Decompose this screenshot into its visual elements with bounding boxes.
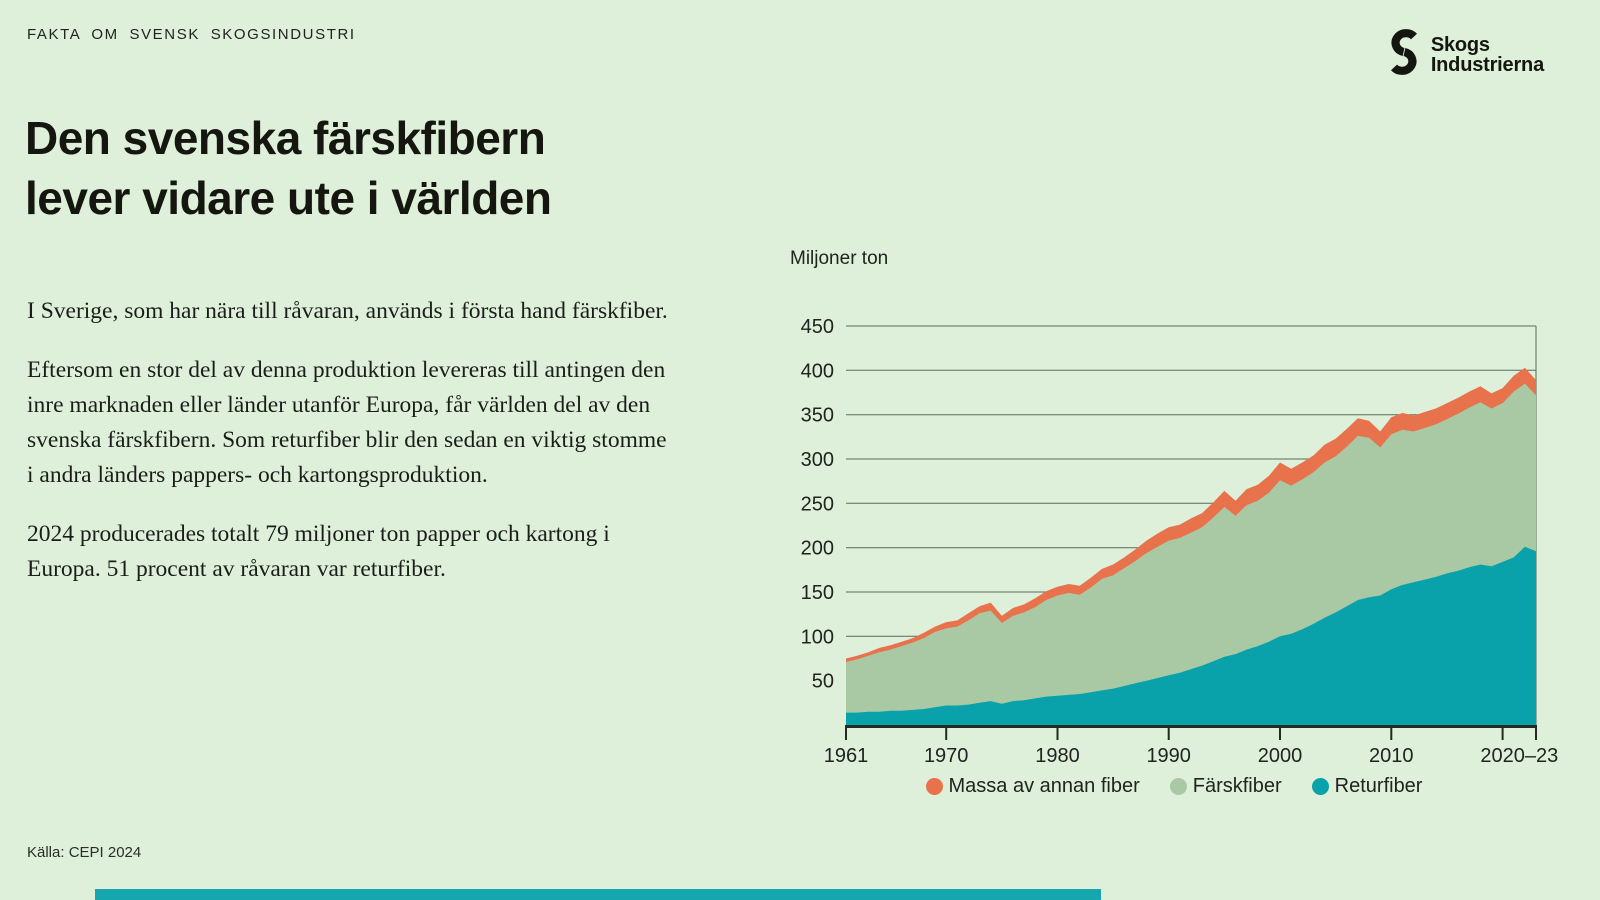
svg-text:300: 300 (801, 449, 834, 471)
chart-unit-label: Miljoner ton (790, 248, 889, 269)
svg-text:150: 150 (801, 582, 834, 604)
logo-line2: Industrierna (1430, 53, 1544, 76)
legend-label: Returfiber (1334, 775, 1423, 797)
body-copy: I Sverige, som har nära till råvaran, an… (27, 294, 675, 611)
legend-item: Färskfiber (1169, 775, 1282, 798)
chart-panel: Miljoner ton 50 100 150 200 250 300 350 400 450 1… (788, 248, 1560, 814)
paragraph-3: 2024 producerades totalt 79 miljoner ton… (27, 521, 610, 582)
legend-dot-icon (1311, 778, 1329, 795)
svg-text:100: 100 (801, 626, 834, 648)
chart-legend: Massa av annan fiber Färskfiber Returfiber (788, 775, 1560, 798)
skogsindustrierna-logo: Skogs Industrierna (1384, 28, 1544, 81)
svg-text:1970: 1970 (924, 745, 969, 767)
legend-label: Färskfiber (1192, 775, 1282, 797)
svg-text:450: 450 (801, 316, 834, 338)
paragraph-1: I Sverige, som har nära till råvaran, an… (27, 298, 668, 324)
svg-text:1961: 1961 (824, 745, 869, 767)
eyebrow-label: FAKTA OM SVENSK SKOGSINDUSTRI (27, 26, 356, 43)
svg-text:2010: 2010 (1369, 745, 1414, 767)
logo-line1: Skogs (1430, 33, 1490, 56)
stacked-area-chart: 50 100 150 200 250 300 350 400 450 1961 1970 1980 19… (801, 316, 1559, 767)
legend-item: Massa av annan fiber (925, 775, 1140, 798)
legend-dot-icon (1169, 778, 1187, 795)
svg-text:250: 250 (801, 493, 834, 515)
logo-wordmark: Skogs Industrierna (1431, 35, 1544, 75)
skogsindustrierna-logo-icon (1384, 28, 1424, 81)
legend-label: Massa av annan fiber (948, 775, 1140, 797)
svg-text:350: 350 (801, 405, 834, 427)
legend-dot-icon (925, 778, 943, 795)
title-line2: lever vidare ute i världen (25, 172, 552, 224)
svg-text:200: 200 (801, 538, 834, 560)
source-note: Källa: CEPI 2024 (27, 844, 142, 861)
svg-text:1990: 1990 (1146, 745, 1191, 767)
svg-text:50: 50 (812, 671, 834, 693)
svg-text:400: 400 (801, 360, 834, 382)
bottom-accent-bar (95, 889, 1101, 900)
legend-item: Returfiber (1311, 775, 1423, 798)
paragraph-2: Eftersom en stor del av denna produktion… (27, 357, 667, 488)
svg-text:2020–23: 2020–23 (1480, 745, 1558, 767)
svg-text:2000: 2000 (1258, 745, 1303, 767)
page-title: Den svenska färskfibern lever vidare ute… (25, 108, 552, 228)
title-line1: Den svenska färskfibern (25, 112, 546, 164)
svg-text:1980: 1980 (1035, 745, 1080, 767)
